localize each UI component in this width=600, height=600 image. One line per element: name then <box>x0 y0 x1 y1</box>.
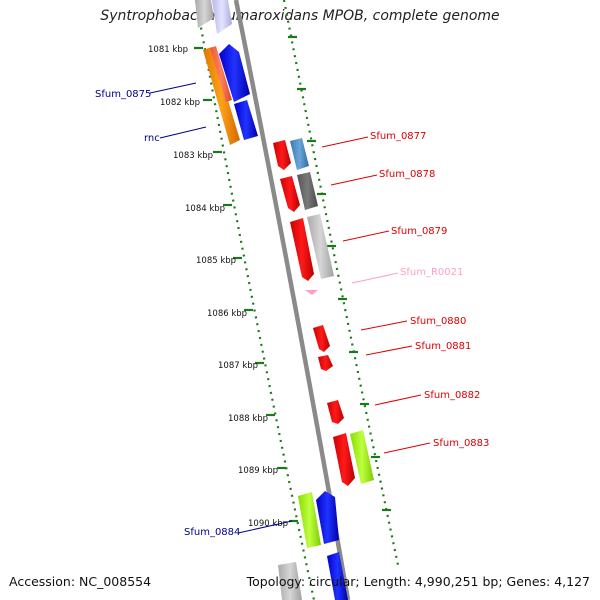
gene-leader-line <box>149 82 197 94</box>
gene-feature[interactable] <box>350 430 374 484</box>
gene-feature[interactable] <box>290 218 314 281</box>
gene-label-sfum-0880[interactable]: Sfum_0880 <box>410 316 466 327</box>
gene-leader-line <box>365 345 413 356</box>
gene-feature[interactable] <box>333 433 355 486</box>
gene-feature[interactable] <box>297 172 318 210</box>
genome-summary-text: Topology: circular; Length: 4,990,251 bp… <box>246 574 590 589</box>
gene-leader-line <box>159 126 207 139</box>
position-label: 1081 kbp <box>148 45 188 55</box>
gene-leader-line <box>383 442 431 454</box>
gene-feature[interactable] <box>219 44 250 102</box>
gene-feature[interactable] <box>313 325 330 352</box>
inner-ticks <box>288 35 391 512</box>
gene-feature[interactable] <box>327 400 344 424</box>
gene-leader-line <box>237 520 293 534</box>
gene-label-sfum-0878[interactable]: Sfum_0878 <box>379 169 435 180</box>
gene-feature[interactable] <box>234 100 258 140</box>
outer-track-line <box>194 0 316 600</box>
gene-feature[interactable] <box>195 0 214 28</box>
gene-leader-line <box>330 174 378 186</box>
gene-label-sfum-0884[interactable]: Sfum_0884 <box>184 527 240 538</box>
gene-feature[interactable] <box>305 290 318 295</box>
gene-feature[interactable] <box>327 552 348 600</box>
gene-label-sfum-0879[interactable]: Sfum_0879 <box>391 226 447 237</box>
gene-feature[interactable] <box>273 140 291 170</box>
inner-track-line <box>282 0 400 566</box>
position-label: 1082 kbp <box>160 98 200 108</box>
position-label: 1084 kbp <box>185 204 225 214</box>
position-label: 1090 kbp <box>248 519 288 529</box>
gene-leader-line <box>360 320 408 331</box>
gene-feature[interactable] <box>316 491 339 544</box>
gene-feature[interactable] <box>210 46 232 102</box>
gene-feature[interactable] <box>307 214 334 279</box>
gene-label-sfum-0881[interactable]: Sfum_0881 <box>415 341 471 352</box>
gene-leader-line <box>374 394 422 406</box>
gene-feature[interactable] <box>290 138 309 170</box>
gene-feature[interactable] <box>318 355 333 371</box>
gene-feature[interactable] <box>212 0 232 34</box>
gene-feature[interactable] <box>278 562 302 600</box>
gene-label-sfum-0875[interactable]: Sfum_0875 <box>95 89 151 100</box>
position-label: 1083 kbp <box>173 151 213 161</box>
gene-label-sfum-0883[interactable]: Sfum_0883 <box>433 438 489 449</box>
position-label: 1088 kbp <box>228 414 268 424</box>
position-label: 1089 kbp <box>238 466 278 476</box>
gene-leader-line <box>351 272 399 284</box>
gene-feature[interactable] <box>280 176 300 212</box>
gene-label-rnc[interactable]: rnc <box>144 133 160 144</box>
gene-feature[interactable] <box>298 492 321 548</box>
gene-feature[interactable] <box>203 47 240 145</box>
gene-leader-line <box>342 230 390 242</box>
accession-text: Accession: NC_008554 <box>9 574 152 589</box>
position-label: 1085 kbp <box>196 256 236 266</box>
position-label: 1087 kbp <box>218 361 258 371</box>
position-label: 1086 kbp <box>207 309 247 319</box>
gene-leader-line <box>321 136 369 148</box>
gene-label-sfum-0882[interactable]: Sfum_0882 <box>424 390 480 401</box>
gene-label-sfum-0877[interactable]: Sfum_0877 <box>370 131 426 142</box>
gene-label-sfum-r0021[interactable]: Sfum_R0021 <box>400 267 463 278</box>
